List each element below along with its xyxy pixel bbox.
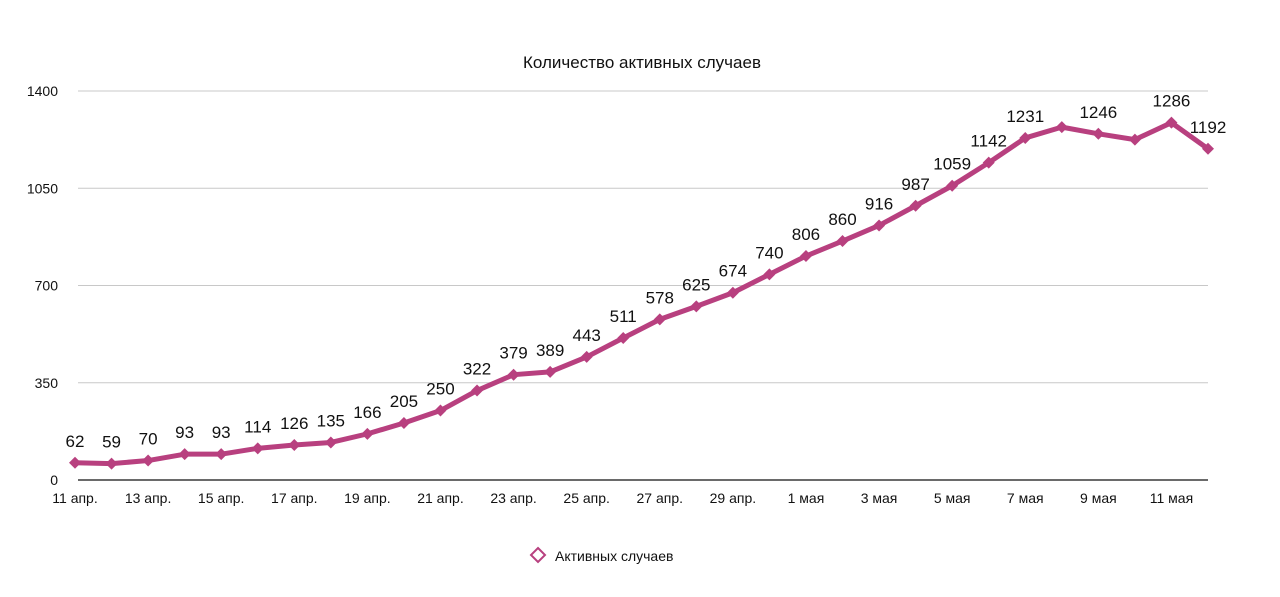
x-tick-label: 11 апр. (52, 490, 97, 506)
data-label: 166 (353, 403, 381, 422)
x-tick-label: 27 апр. (637, 490, 684, 506)
data-point (909, 199, 922, 212)
data-label: 1192 (1190, 118, 1227, 137)
legend[interactable]: Активных случаев (529, 546, 673, 564)
data-point (361, 427, 374, 440)
data-label: 389 (536, 341, 564, 360)
data-point (873, 219, 886, 232)
data-point (726, 286, 739, 299)
data-label: 205 (390, 392, 418, 411)
series-group (69, 116, 1214, 470)
x-tick-label: 21 апр. (417, 490, 464, 506)
chart-title: Количество активных случаев (523, 53, 761, 72)
x-tick-label: 19 апр. (344, 490, 391, 506)
data-point (178, 448, 191, 461)
x-tick-label: 9 мая (1080, 490, 1117, 506)
data-label: 674 (719, 262, 747, 281)
x-tick-label: 25 апр. (563, 490, 610, 506)
x-tick-label: 15 апр. (198, 490, 245, 506)
data-labels: 62 59 70 93 93 114 126 135 166 205 250 322 379 389 443… (66, 92, 1227, 452)
x-tick-label: 11 мая (1150, 490, 1193, 506)
data-point (434, 404, 447, 417)
x-axis: 11 апр. 13 апр. 15 апр. 17 апр. 19 апр. 21 ап… (52, 490, 1193, 506)
data-label: 70 (139, 430, 158, 449)
x-tick-label: 23 апр. (490, 490, 537, 506)
data-label: 135 (317, 411, 345, 430)
data-point (507, 368, 520, 381)
data-label: 62 (66, 432, 85, 451)
legend-marker-icon (529, 546, 547, 564)
data-label: 1059 (933, 155, 971, 174)
data-point (251, 442, 264, 455)
legend-label: Активных случаев (555, 548, 673, 564)
data-label: 987 (901, 175, 929, 194)
data-label: 625 (682, 275, 710, 294)
data-point (1055, 121, 1068, 134)
x-tick-label: 29 апр. (710, 490, 757, 506)
data-label: 322 (463, 360, 491, 379)
data-point (1165, 116, 1178, 129)
data-label: 916 (865, 194, 893, 213)
x-tick-label: 7 мая (1007, 490, 1044, 506)
data-point (324, 436, 337, 449)
data-label: 1231 (1006, 107, 1044, 126)
data-point (544, 365, 557, 378)
series-line (72, 120, 1211, 467)
data-point (946, 179, 959, 192)
y-tick-label: 350 (35, 375, 59, 391)
data-point (1128, 133, 1141, 146)
y-axis: 0 350 700 1050 1400 (27, 83, 58, 488)
data-point (763, 268, 776, 281)
data-label: 1246 (1079, 103, 1117, 122)
data-label: 93 (212, 423, 231, 442)
x-tick-label: 13 апр. (125, 490, 172, 506)
x-tick-label: 17 апр. (271, 490, 318, 506)
data-label: 93 (175, 423, 194, 442)
data-point (580, 350, 593, 363)
data-label: 114 (244, 417, 271, 436)
data-label: 1142 (970, 132, 1007, 151)
data-label: 443 (572, 326, 600, 345)
data-point (1019, 131, 1032, 144)
x-tick-label: 5 мая (934, 490, 971, 506)
data-point (836, 235, 849, 248)
y-tick-label: 1400 (27, 83, 58, 99)
data-label: 250 (426, 380, 454, 399)
data-label: 578 (646, 288, 674, 307)
data-label: 860 (828, 210, 856, 229)
x-tick-label: 1 мая (788, 490, 825, 506)
y-tick-label: 700 (35, 278, 59, 294)
data-label: 379 (499, 344, 527, 363)
data-label: 511 (610, 307, 637, 326)
data-label: 806 (792, 225, 820, 244)
data-point (1092, 127, 1105, 140)
data-point (799, 250, 812, 263)
x-tick-label: 3 мая (861, 490, 898, 506)
data-point (69, 456, 81, 469)
data-point (690, 300, 703, 313)
data-point (471, 384, 484, 397)
data-point (982, 156, 995, 169)
data-point (215, 448, 228, 461)
data-label: 1286 (1153, 92, 1191, 111)
data-point (288, 438, 301, 451)
data-label: 59 (102, 433, 121, 452)
data-point (653, 313, 666, 326)
data-point (142, 454, 155, 467)
data-point (617, 332, 630, 345)
grid (78, 90, 1208, 481)
data-label: 126 (280, 414, 308, 433)
data-point (105, 457, 118, 470)
y-tick-label: 1050 (27, 180, 58, 196)
data-point (1202, 142, 1214, 155)
data-label: 740 (755, 243, 783, 262)
data-point (397, 417, 410, 430)
y-tick-label: 0 (50, 472, 58, 488)
